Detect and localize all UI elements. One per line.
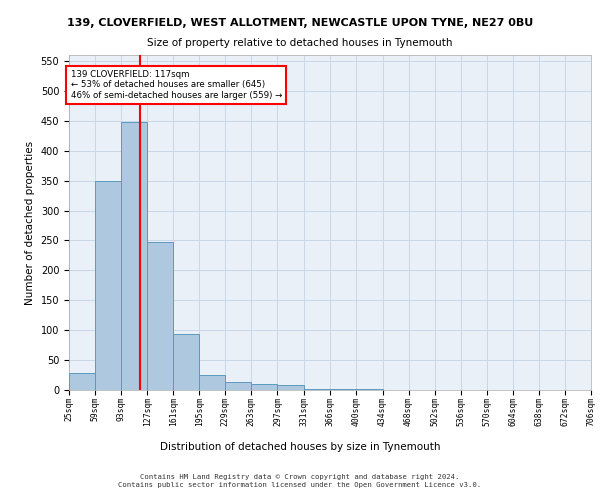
- Text: Contains HM Land Registry data © Crown copyright and database right 2024.
Contai: Contains HM Land Registry data © Crown c…: [118, 474, 482, 488]
- Bar: [121, 122, 147, 390]
- Y-axis label: Number of detached properties: Number of detached properties: [25, 140, 35, 304]
- Text: 139 CLOVERFIELD: 117sqm
← 53% of detached houses are smaller (645)
46% of semi-d: 139 CLOVERFIELD: 117sqm ← 53% of detache…: [71, 70, 282, 100]
- Bar: [277, 385, 304, 390]
- Bar: [173, 334, 199, 390]
- Bar: [199, 375, 226, 390]
- Bar: [95, 180, 121, 390]
- Bar: [304, 389, 331, 390]
- Bar: [226, 382, 251, 390]
- Bar: [251, 384, 277, 390]
- Text: Distribution of detached houses by size in Tynemouth: Distribution of detached houses by size …: [160, 442, 440, 452]
- Bar: [147, 242, 173, 390]
- Text: 139, CLOVERFIELD, WEST ALLOTMENT, NEWCASTLE UPON TYNE, NE27 0BU: 139, CLOVERFIELD, WEST ALLOTMENT, NEWCAS…: [67, 18, 533, 28]
- Bar: [69, 373, 95, 390]
- Text: Size of property relative to detached houses in Tynemouth: Size of property relative to detached ho…: [147, 38, 453, 48]
